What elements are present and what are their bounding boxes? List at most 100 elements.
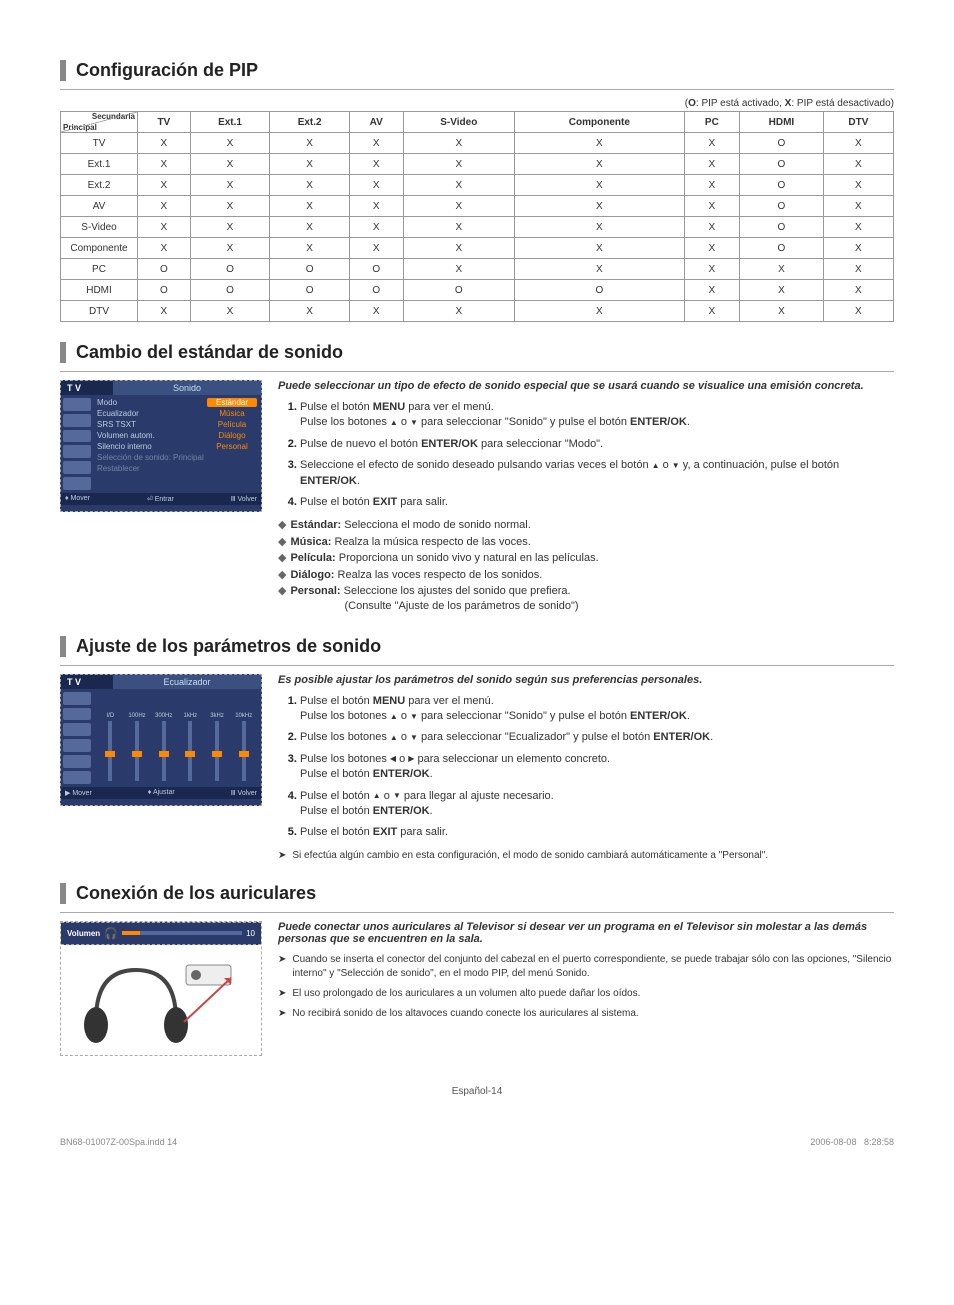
pip-cell: X — [740, 259, 824, 280]
pip-cell: X — [515, 133, 685, 154]
pip-row-header: DTV — [61, 301, 138, 322]
pip-cell: X — [823, 259, 893, 280]
pip-cell: X — [403, 301, 514, 322]
pip-cell: O — [740, 133, 824, 154]
print-footer: BN68-01007Z-00Spa.indd 14 2006-08-08 8:2… — [60, 1137, 894, 1147]
pip-cell: O — [190, 280, 270, 301]
pip-cell: O — [138, 259, 191, 280]
sound-std-bullets: ◆Estándar: Selecciona el modo de sonido … — [278, 518, 894, 614]
pip-cell: X — [684, 217, 739, 238]
pip-cell: O — [403, 280, 514, 301]
pip-cell: X — [349, 133, 403, 154]
headphones-icon — [76, 950, 246, 1050]
pip-cell: X — [403, 133, 514, 154]
page-number: Español-14 — [60, 1086, 894, 1097]
pip-cell: X — [684, 154, 739, 175]
pip-col-header: HDMI — [740, 112, 824, 133]
pip-cell: X — [823, 280, 893, 301]
pip-row-header: PC — [61, 259, 138, 280]
pip-cell: X — [138, 133, 191, 154]
eq-intro: Es posible ajustar los parámetros del so… — [278, 674, 894, 686]
pip-cell: X — [403, 259, 514, 280]
pip-cell: X — [190, 196, 270, 217]
pip-cell: O — [349, 259, 403, 280]
pip-row-header: TV — [61, 133, 138, 154]
pip-cell: O — [740, 217, 824, 238]
pip-cell: X — [138, 238, 191, 259]
headphone-screenshot: Volumen 🎧 10 — [60, 921, 262, 1056]
pip-cell: X — [349, 301, 403, 322]
hp-intro: Puede conectar unos auriculares al Telev… — [278, 921, 894, 945]
pip-cell: X — [515, 238, 685, 259]
pip-row-header: S-Video — [61, 217, 138, 238]
pip-cell: O — [138, 280, 191, 301]
pip-cell: X — [403, 154, 514, 175]
pip-col-header: Ext.1 — [190, 112, 270, 133]
pip-cell: X — [403, 217, 514, 238]
pip-col-header: AV — [349, 112, 403, 133]
pip-cell: X — [684, 238, 739, 259]
pip-cell: X — [190, 175, 270, 196]
pip-cell: X — [823, 217, 893, 238]
pip-cell: X — [190, 217, 270, 238]
sound-std-intro: Puede seleccionar un tipo de efecto de s… — [278, 380, 894, 392]
pip-cell: X — [515, 154, 685, 175]
eq-steps: Pulse el botón MENU para ver el menú.Pul… — [278, 694, 894, 841]
pip-row-header: Ext.1 — [61, 154, 138, 175]
pip-cell: O — [270, 280, 350, 301]
pip-row-header: Ext.2 — [61, 175, 138, 196]
pip-cell: X — [515, 196, 685, 217]
pip-cell: X — [403, 175, 514, 196]
pip-cell: X — [349, 238, 403, 259]
pip-col-header: PC — [684, 112, 739, 133]
pip-cell: X — [190, 133, 270, 154]
pip-cell: X — [138, 301, 191, 322]
pip-col-header: TV — [138, 112, 191, 133]
section-title-headphones: Conexión de los auriculares — [60, 883, 894, 904]
pip-cell: X — [823, 154, 893, 175]
pip-col-header: Ext.2 — [270, 112, 350, 133]
pip-cell: X — [190, 238, 270, 259]
pip-cell: X — [515, 217, 685, 238]
pip-cell: O — [740, 196, 824, 217]
pip-cell: X — [138, 175, 191, 196]
pip-cell: X — [270, 238, 350, 259]
pip-cell: X — [740, 280, 824, 301]
pip-cell: X — [684, 133, 739, 154]
pip-cell: X — [138, 196, 191, 217]
section-title-equalizer: Ajuste de los parámetros de sonido — [60, 636, 894, 657]
pip-cell: X — [515, 259, 685, 280]
eq-note: ➤ Si efectúa algún cambio en esta config… — [278, 849, 894, 863]
pip-cell: X — [349, 196, 403, 217]
pip-cell: X — [684, 175, 739, 196]
pip-row-header: AV — [61, 196, 138, 217]
pip-cell: X — [684, 280, 739, 301]
pip-cell: X — [138, 217, 191, 238]
pip-cell: X — [515, 175, 685, 196]
pip-cell: X — [270, 133, 350, 154]
pip-cell: X — [349, 217, 403, 238]
pip-cell: X — [270, 154, 350, 175]
pip-cell: X — [349, 175, 403, 196]
pip-cell: X — [823, 196, 893, 217]
pip-col-header: S-Video — [403, 112, 514, 133]
pip-col-header: DTV — [823, 112, 893, 133]
pip-row-header: Componente — [61, 238, 138, 259]
pip-cell: X — [138, 154, 191, 175]
pip-cell: X — [190, 301, 270, 322]
pip-cell: X — [190, 154, 270, 175]
pip-table: SecundariaPrincipalTVExt.1Ext.2AVS-Video… — [60, 111, 894, 322]
sound-std-steps: Pulse el botón MENU para ver el menú.Pul… — [278, 400, 894, 510]
pip-cell: X — [823, 175, 893, 196]
pip-cell: O — [740, 238, 824, 259]
pip-cell: O — [515, 280, 685, 301]
pip-cell: X — [823, 301, 893, 322]
pip-legend: (O: PIP está activado, X: PIP está desac… — [60, 98, 894, 109]
pip-cell: X — [684, 259, 739, 280]
pip-cell: X — [684, 196, 739, 217]
pip-cell: O — [740, 175, 824, 196]
pip-cell: O — [270, 259, 350, 280]
equalizer-screenshot: T V Ecualizador I/D100Hz300Hz1kHz3kHz10k… — [60, 674, 262, 806]
hp-notes: ➤Cuando se inserta el conector del conju… — [278, 953, 894, 1021]
pip-cell: X — [270, 196, 350, 217]
